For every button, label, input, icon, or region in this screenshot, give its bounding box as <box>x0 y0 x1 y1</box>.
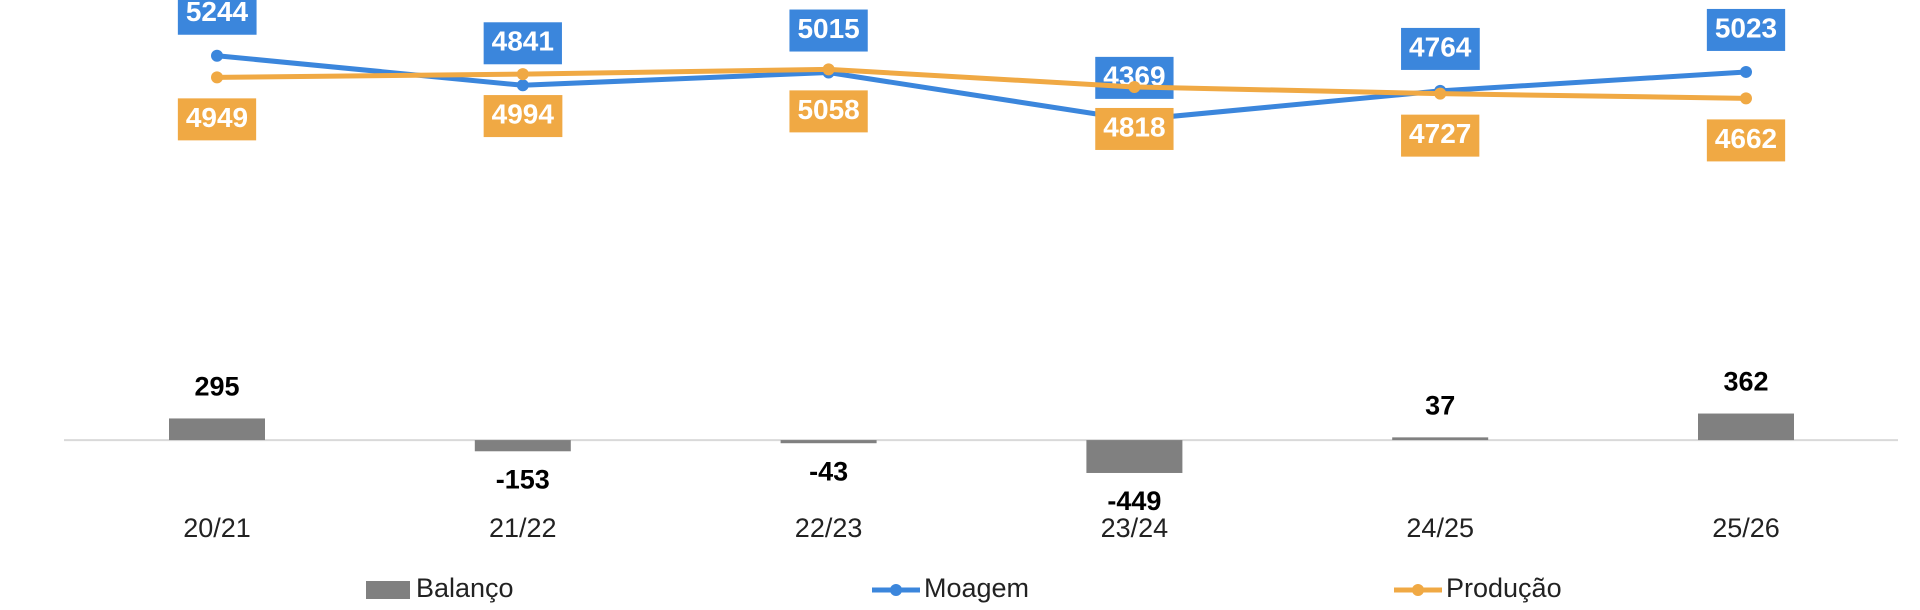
value-label: 4662 <box>1715 123 1777 154</box>
line <box>216 53 1747 123</box>
value-label: 5015 <box>797 13 859 44</box>
label-box <box>483 95 563 138</box>
value-label-box: 4994 <box>483 95 563 138</box>
point <box>1434 87 1447 100</box>
point <box>822 63 835 76</box>
bar <box>1086 440 1183 473</box>
label-box <box>789 90 868 133</box>
legend-marker <box>1412 584 1424 596</box>
x-tick-label: 23/24 <box>1101 513 1169 543</box>
bar <box>1698 413 1794 441</box>
value-label: 5058 <box>797 94 859 125</box>
value-label: 4818 <box>1103 111 1165 142</box>
label-box <box>1401 114 1480 157</box>
point <box>1740 65 1752 78</box>
value-label-box: 5015 <box>789 9 868 52</box>
value-label-box: 5058 <box>789 90 868 133</box>
label-box <box>177 98 257 141</box>
point <box>516 79 529 92</box>
value-label-box: 5244 <box>177 0 257 35</box>
bar-label: 37 <box>1425 390 1455 420</box>
label-box <box>1095 107 1174 150</box>
x-tick-label: 20/21 <box>183 513 251 543</box>
bar <box>474 440 571 452</box>
point <box>1128 80 1141 93</box>
legend-label: Moagem <box>924 573 1029 603</box>
x-tick-label: 25/26 <box>1712 513 1780 543</box>
x-tick-label: 21/22 <box>489 513 557 543</box>
value-label: 4727 <box>1409 118 1471 149</box>
label-box <box>1706 119 1786 162</box>
x-tick-label: 24/25 <box>1406 513 1474 543</box>
point <box>1740 92 1752 105</box>
value-label: 4949 <box>186 102 248 133</box>
value-label: 4841 <box>492 26 554 57</box>
value-label: 5244 <box>186 0 249 27</box>
value-label-box: 4727 <box>1401 114 1480 157</box>
label-box <box>177 0 257 35</box>
value-label-box: 5023 <box>1706 8 1786 51</box>
label-box <box>789 9 868 52</box>
bar-label: -449 <box>1107 486 1161 516</box>
bar-label: -43 <box>809 456 848 486</box>
label-box <box>1401 27 1480 70</box>
x-tick-label: 22/23 <box>795 513 863 543</box>
value-label: 5023 <box>1715 12 1777 43</box>
legend-label: Produção <box>1446 573 1562 603</box>
bar-label: -153 <box>496 464 550 494</box>
value-label-box: 4662 <box>1706 119 1786 162</box>
point <box>211 71 223 84</box>
bar-label: 295 <box>194 372 239 402</box>
value-label-box: 4949 <box>177 98 257 141</box>
bar <box>780 440 877 444</box>
legend-marker <box>890 584 902 596</box>
value-label-box: 4841 <box>483 22 562 65</box>
line <box>216 66 1747 101</box>
value-label-box: 4764 <box>1401 27 1480 70</box>
bar-label: 362 <box>1723 367 1768 397</box>
bar <box>169 418 265 441</box>
value-label: 4764 <box>1409 31 1472 62</box>
label-box <box>483 22 562 65</box>
bar <box>1392 437 1489 441</box>
value-label: 4994 <box>492 98 555 129</box>
value-label-box: 4818 <box>1095 107 1174 150</box>
point <box>211 49 223 62</box>
point <box>516 68 529 81</box>
label-box <box>1706 8 1786 51</box>
legend-label: Balanço <box>416 573 514 603</box>
legend-swatch <box>366 581 410 599</box>
